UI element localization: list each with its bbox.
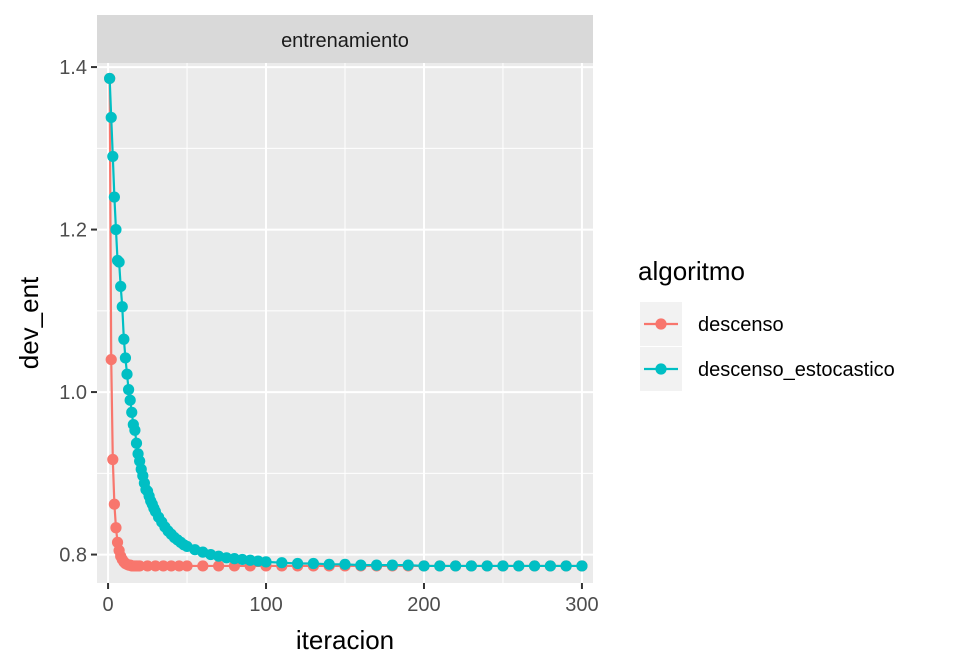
x-tick-label: 200 xyxy=(407,594,440,616)
data-point-descenso xyxy=(107,453,119,466)
data-point-descenso-estocastico xyxy=(124,394,136,406)
data-point-descenso-estocastico xyxy=(307,557,320,570)
data-point-descenso-estocastico xyxy=(260,556,272,568)
grid-minor xyxy=(97,63,593,583)
data-point-descenso-estocastico xyxy=(355,559,367,571)
x-tick-label: 100 xyxy=(249,594,282,616)
facet-strip-label: entrenamiento xyxy=(281,30,409,52)
data-point-descenso xyxy=(134,560,146,572)
data-point-descenso-estocastico xyxy=(113,256,125,268)
legend-key-point-descenso xyxy=(655,318,667,330)
data-point-descenso xyxy=(141,560,154,572)
data-point-descenso-estocastico xyxy=(339,558,351,570)
data-point-descenso-estocastico xyxy=(528,560,541,572)
data-point-descenso-estocastico xyxy=(544,560,556,572)
series-descenso-estocastico xyxy=(104,72,588,572)
x-tick-label: 0 xyxy=(102,594,113,616)
y-axis: 0.8 1.0 1.2 1.4 xyxy=(59,57,97,567)
data-point-descenso-estocastico xyxy=(465,560,477,572)
x-axis: 0 100 200 300 xyxy=(102,583,599,616)
data-point-descenso-estocastico xyxy=(116,301,128,313)
data-point-descenso-estocastico xyxy=(121,368,133,380)
data-point-descenso-estocastico xyxy=(104,72,116,85)
legend-label-descenso-estocastico: descenso_estocastico xyxy=(698,359,895,381)
data-point-descenso xyxy=(110,522,122,534)
data-point-descenso-estocastico xyxy=(402,559,414,571)
data-point-descenso-estocastico xyxy=(560,560,572,572)
data-point-descenso xyxy=(157,560,169,572)
data-point-descenso xyxy=(165,560,177,572)
series-layer xyxy=(104,72,588,572)
data-point-descenso-estocastico xyxy=(434,560,446,572)
data-point-descenso-estocastico xyxy=(130,437,143,449)
data-point-descenso-estocastico xyxy=(481,560,493,572)
data-point-descenso-estocastico xyxy=(126,406,138,418)
y-tick-label: 1.0 xyxy=(59,382,87,404)
y-tick-label: 1.4 xyxy=(59,57,87,79)
data-point-descenso xyxy=(181,560,193,572)
data-point-descenso-estocastico xyxy=(449,560,462,572)
legend-key-point-descenso-estocastico xyxy=(655,363,667,375)
grid-major xyxy=(97,63,593,583)
y-tick-label: 0.8 xyxy=(59,545,87,567)
x-tick-label: 300 xyxy=(565,594,598,616)
data-point-descenso-estocastico xyxy=(119,352,132,364)
data-point-descenso-estocastico xyxy=(497,560,509,572)
y-tick-label: 1.2 xyxy=(59,220,87,242)
legend: algoritmo descenso descenso_estocastico xyxy=(638,256,895,391)
data-point-descenso xyxy=(197,560,209,572)
legend-keys xyxy=(640,302,682,391)
data-point-descenso-estocastico xyxy=(108,191,120,203)
data-point-descenso-estocastico xyxy=(129,424,141,436)
data-point-descenso xyxy=(105,353,117,366)
data-point-descenso xyxy=(213,560,225,572)
legend-label-descenso: descenso xyxy=(698,314,784,336)
data-point-descenso xyxy=(173,560,185,572)
data-point-descenso-estocastico xyxy=(105,111,117,124)
data-point-descenso-estocastico xyxy=(292,557,304,570)
x-axis-title: iteracion xyxy=(296,625,394,655)
data-point-descenso xyxy=(108,498,120,510)
data-point-descenso-estocastico xyxy=(323,558,335,570)
data-point-descenso-estocastico xyxy=(110,223,122,236)
facet-strip xyxy=(97,15,593,63)
data-point-descenso-estocastico xyxy=(118,333,130,345)
y-axis-title: dev_ent xyxy=(14,276,44,369)
data-point-descenso-estocastico xyxy=(370,559,383,571)
data-point-descenso-estocastico xyxy=(107,150,119,163)
data-point-descenso-estocastico xyxy=(276,557,288,569)
legend-title: algoritmo xyxy=(638,256,745,286)
data-point-descenso xyxy=(149,560,162,572)
data-point-descenso-estocastico xyxy=(418,560,430,572)
data-point-descenso-estocastico xyxy=(513,560,525,572)
data-point-descenso-estocastico xyxy=(122,384,135,396)
data-point-descenso-estocastico xyxy=(115,280,127,293)
data-point-descenso-estocastico xyxy=(576,560,588,572)
data-point-descenso-estocastico xyxy=(386,559,398,571)
